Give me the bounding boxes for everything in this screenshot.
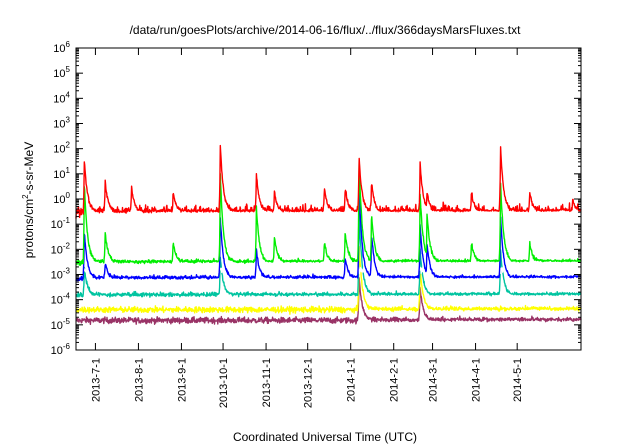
x-tick-label: 2013-7-1 xyxy=(90,358,102,402)
y-axis-label-superscript: 2 xyxy=(21,194,30,199)
y-tick-label: 10-3 xyxy=(51,267,71,282)
series-line xyxy=(75,265,582,275)
y-tick-label: 106 xyxy=(53,40,70,55)
series-line xyxy=(75,184,582,282)
series-line xyxy=(75,277,582,325)
y-tick-label: 102 xyxy=(53,141,70,156)
x-axis-label: Coordinated Universal Time (UTC) xyxy=(233,430,417,444)
x-tick-label: 2014-2-1 xyxy=(389,358,401,402)
x-tick-label: 2013-9-1 xyxy=(176,358,188,402)
y-tick-label: 10-2 xyxy=(51,241,71,256)
y-tick-label: 10-5 xyxy=(51,317,71,332)
series-line xyxy=(75,159,582,266)
series-line xyxy=(75,144,582,219)
series-layer xyxy=(75,144,582,325)
series-line xyxy=(75,211,582,298)
plot-frame xyxy=(75,47,582,351)
x-axis-ticks: 2013-7-1 2013-8-1 2013-9-1 2013-10-1 2013-11… xyxy=(90,48,524,408)
x-tick-label: 2014-5-1 xyxy=(512,358,524,402)
y-tick-label: 101 xyxy=(53,166,70,181)
x-tick-label: 2014-4-1 xyxy=(471,358,483,402)
x-tick-label: 2014-1-1 xyxy=(346,358,358,402)
y-tick-label: 10-1 xyxy=(51,216,71,231)
y-tick-label: 105 xyxy=(53,65,70,80)
x-tick-label: 2013-10-1 xyxy=(218,358,230,408)
y-tick-label: 10-4 xyxy=(51,292,71,307)
series-line xyxy=(75,245,582,315)
y-axis-label: protons/cm2-s-sr-MeV xyxy=(21,142,36,258)
y-tick-label: 103 xyxy=(53,116,70,131)
y-axis-ticks: 10-6 10-5 10-4 10-3 10-2 10-1 100 101 102 103 104 1… xyxy=(51,40,581,357)
y-tick-label: 104 xyxy=(53,90,70,105)
x-tick-label: 2013-12-1 xyxy=(303,358,315,408)
y-axis-label-rest: -s-sr-MeV xyxy=(22,142,36,195)
x-tick-label: 2013-8-1 xyxy=(133,358,145,402)
y-tick-label: 10-6 xyxy=(51,342,71,357)
y-tick-label: 100 xyxy=(53,191,70,206)
x-tick-label: 2014-3-1 xyxy=(428,358,440,402)
y-axis-label-main: protons/cm xyxy=(22,199,36,258)
x-tick-label: 2013-11-1 xyxy=(261,358,273,407)
chart-title: /data/run/goesPlots/archive/2014-06-16/f… xyxy=(130,23,522,37)
